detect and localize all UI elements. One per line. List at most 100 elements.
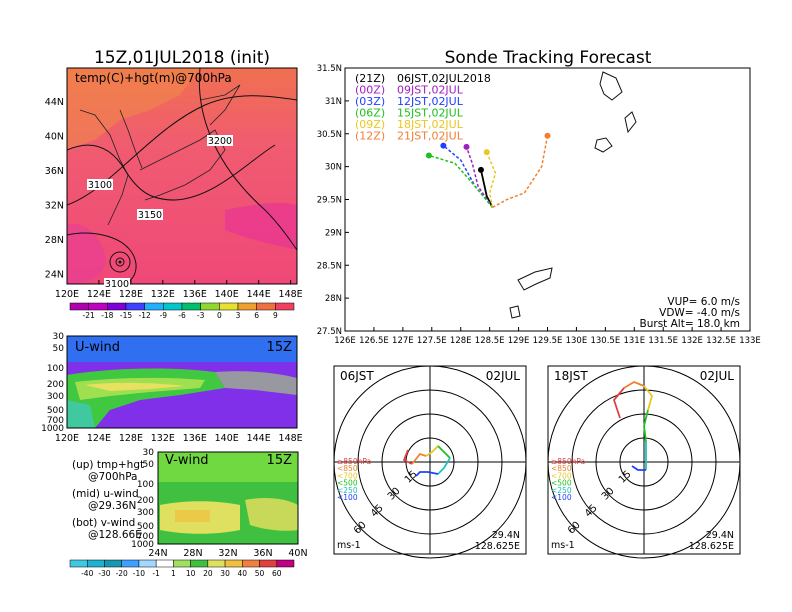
map-colorbar-swatch (275, 302, 295, 311)
note-line1: (bot) v-wind (72, 517, 135, 529)
track-lon-tick-label: 129E (508, 336, 530, 346)
hodograph-time: 18JST (554, 369, 588, 383)
v-colorbar-label: 20 (203, 569, 213, 578)
u-wind-lon-label: 144E (247, 433, 271, 444)
pressure-legend-entry: <250 (551, 486, 572, 495)
track-lat-tick-label: 31.5N (317, 64, 342, 74)
hodograph-lon: 128.625E (689, 541, 734, 552)
map-colorbar-swatch (107, 302, 127, 311)
track-legend-time: 15JST,02JUL (397, 107, 464, 120)
v-wind-label: V-wind (165, 453, 209, 468)
v-wind-lat-ticks: 24N 28N 32N 36N 40N (148, 548, 307, 559)
v-colorbar-label: -30 (98, 569, 110, 578)
contour-label: 3200 (208, 136, 232, 147)
track-param: VUP= 6.0 m/s (667, 296, 740, 308)
track-lon-tick-label: 132E (681, 336, 703, 346)
map-lon-tick-label: 120E (55, 289, 79, 300)
map-colorbar-label: 3 (236, 311, 241, 320)
hodograph-trace (612, 387, 625, 419)
contour-label: 3100 (88, 180, 112, 191)
v-colorbar-swatch (190, 559, 209, 568)
map-colorbar-label: -12 (139, 311, 151, 320)
u-wind-lon-label: 140E (215, 433, 239, 444)
map-lat-tick-label: 28N (45, 235, 64, 246)
track-legend-time: 06JST,02JUL2018 (397, 72, 491, 85)
hodograph-right: 18JST 02JUL15304560≥850hPa<850<700<500<25… (547, 365, 741, 559)
note-line1: (up) tmp+hgt (72, 459, 144, 471)
pressure-legend-entry: <250 (337, 486, 358, 495)
v-colorbar-swatch (173, 559, 191, 568)
v-wind-time: 15Z (267, 453, 293, 468)
u-wind-lon-label: 136E (183, 433, 207, 444)
hodograph-trace (425, 445, 439, 457)
contour-label: 3150 (138, 210, 162, 221)
map-colorbar-label: -15 (120, 311, 132, 320)
map-colorbar-label: 0 (217, 311, 222, 320)
map-colorbar-swatch (125, 302, 145, 311)
track-lon-tick-label: 133E (739, 336, 761, 346)
hodograph-units: ms-1 (337, 540, 361, 551)
map-colorbar-label: -3 (197, 311, 205, 320)
track-lat-tick-label: 28.5N (317, 261, 342, 271)
map-colorbar-label: 6 (254, 311, 259, 320)
v-colorbar-label: 60 (272, 569, 282, 578)
u-wind-lon-label: 120E (55, 433, 79, 444)
map-colorbar-swatch (200, 302, 220, 311)
v-colorbar-swatch (104, 559, 122, 568)
map-lon-tick-label: 136E (183, 289, 207, 300)
map-lon-tick-label: 148E (279, 289, 303, 300)
hodograph-lat: 29.4N (492, 530, 520, 541)
panel-notes: (up) tmp+hgt@700hPa (mid) u-wind@29.36N (b… (72, 459, 144, 541)
hodograph-trace (402, 449, 413, 465)
track-legend-code: (12Z) (355, 130, 385, 143)
note-line2: @700hPa (88, 471, 138, 483)
track-legend-code: (09Z) (355, 118, 385, 131)
hodograph-time: 06JST (340, 369, 374, 383)
v-wind-lat-label: 28N (183, 548, 202, 559)
hodograph-units: ms-1 (551, 540, 575, 551)
v-wind-lat-label: 36N (253, 548, 272, 559)
track-lon-tick-label: 130.5E (590, 336, 620, 346)
track-lon-tick-label: 127.5E (417, 336, 447, 346)
u-wind-pressure-label: 50 (53, 344, 65, 354)
track-lon-tick-label: 132.5E (706, 336, 736, 346)
pressure-legend-entry: <500 (551, 479, 572, 488)
contour-label-bg (87, 179, 113, 190)
track-legend-code: (21Z) (355, 72, 385, 85)
track-lat-tick-label: 29N (325, 228, 342, 238)
map-lon-tick-label: 140E (215, 289, 239, 300)
u-wind-pressure-label: 300 (47, 392, 64, 402)
v-colorbar-label: -40 (81, 569, 93, 578)
map-700hpa-label: temp(C)+hgt(m)@700hPa (75, 71, 232, 85)
v-wind-pressure-label: 100 (137, 480, 154, 490)
v-wind-pressure-label: 700 (137, 532, 154, 542)
map-700hpa-panel: temp(C)+hgt(m)@700hPa 3200 3100 3150 3100 1… (45, 67, 303, 320)
track-legend-time: 09JST,02JUL (397, 84, 464, 97)
v-wind-lat-label: 24N (148, 548, 167, 559)
track-panel-title: Sonde Tracking Forecast (445, 48, 652, 68)
pressure-legend-entry: <100 (551, 493, 572, 502)
hodograph-date: 02JUL (486, 369, 521, 383)
track-lat-tick-label: 31N (325, 97, 342, 107)
track-lon-tick-label: 126E (334, 336, 356, 346)
contour-label-bg (137, 209, 163, 220)
v-wind-pressure-label: 30 (143, 448, 155, 458)
track-lon-tick-label: 131.5E (648, 336, 678, 346)
hodograph-trace (437, 457, 451, 475)
v-colorbar-swatch (86, 559, 105, 568)
v-colorbar-label: -10 (133, 569, 145, 578)
map-lat-tick-label: 44N (45, 97, 64, 108)
map-lon-tick-label: 128E (119, 289, 143, 300)
pressure-legend-entry: <500 (337, 479, 358, 488)
track-legend-code: (03Z) (355, 95, 385, 108)
contour-label-bg (207, 135, 233, 146)
map-colorbar-swatch (144, 302, 164, 311)
hodograph-trace (643, 385, 653, 411)
u-wind-lon-label: 148E (279, 433, 303, 444)
pressure-legend-entry: <850 (551, 464, 572, 473)
map-lon-tick-label: 144E (247, 289, 271, 300)
